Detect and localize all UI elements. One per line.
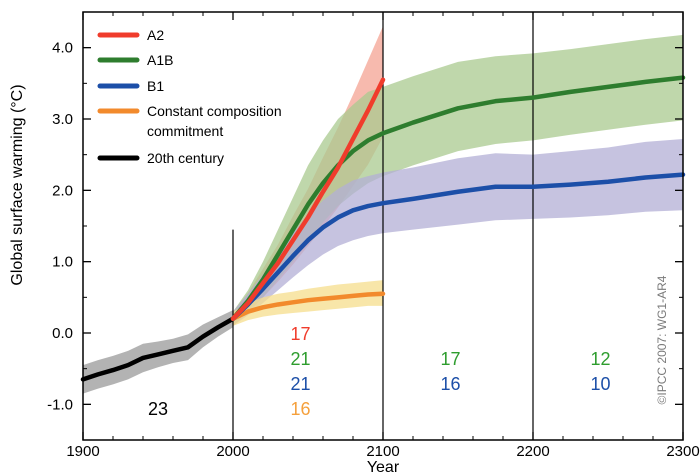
a2-line <box>230 77 386 321</box>
legend-label: A2 <box>147 27 164 43</box>
constant-composition-commitment-band <box>233 280 383 326</box>
model-count-label: 23 <box>148 399 168 419</box>
x-axis-title: Year <box>367 459 400 475</box>
copyright-notice: ©IPCC 2007: WG1-AR4 <box>655 275 669 404</box>
axis-ticks <box>82 11 684 441</box>
model-count-label: 16 <box>290 399 310 419</box>
legend-label: B1 <box>147 78 164 94</box>
legend-label: 20th century <box>147 150 224 166</box>
x-tick-label: 2100 <box>366 443 399 460</box>
x-tick-label: 2200 <box>516 443 549 460</box>
model-count-label: 16 <box>440 374 460 394</box>
model-count-labels: 23 17 21 21 16 17 16 12 10 <box>148 324 611 419</box>
model-count-label: 10 <box>590 374 610 394</box>
20th-century-band <box>83 310 233 394</box>
x-tick-label: 2000 <box>216 443 249 460</box>
y-tick-label: 0.0 <box>52 325 73 342</box>
legend-label-continued: commitment <box>147 123 223 139</box>
y-tick-label: 2.0 <box>52 182 73 199</box>
y-tick-label: -1.0 <box>47 396 73 413</box>
constant-composition-commitment-line <box>230 291 386 321</box>
series-lines <box>80 75 686 382</box>
a1b-line <box>230 75 686 321</box>
x-tick-label: 2300 <box>666 443 699 460</box>
x-tick-label: 1900 <box>66 443 99 460</box>
model-count-label: 12 <box>590 349 610 369</box>
y-tick-label: 1.0 <box>52 254 73 271</box>
y-tick-label: 3.0 <box>52 111 73 128</box>
y-tick-label: 4.0 <box>52 40 73 57</box>
model-count-label: 17 <box>440 349 460 369</box>
axis-tick-labels: 1900 2000 2100 2200 2300 -1.0 0.0 1.0 2.0 3.0 4.0 <box>47 40 700 460</box>
20th-century-line <box>80 316 236 382</box>
legend: A2 A1B B1 Constant composition commitment 20t… <box>97 27 282 166</box>
a1b-band <box>233 34 683 326</box>
legend-label: A1B <box>147 52 173 68</box>
y-axis-title: Global surface warming (°C) <box>9 84 26 285</box>
model-count-label: 21 <box>290 374 310 394</box>
model-count-label: 21 <box>290 349 310 369</box>
model-count-label: 17 <box>290 324 310 344</box>
legend-label: Constant composition <box>147 103 282 119</box>
b1-line <box>230 172 686 321</box>
